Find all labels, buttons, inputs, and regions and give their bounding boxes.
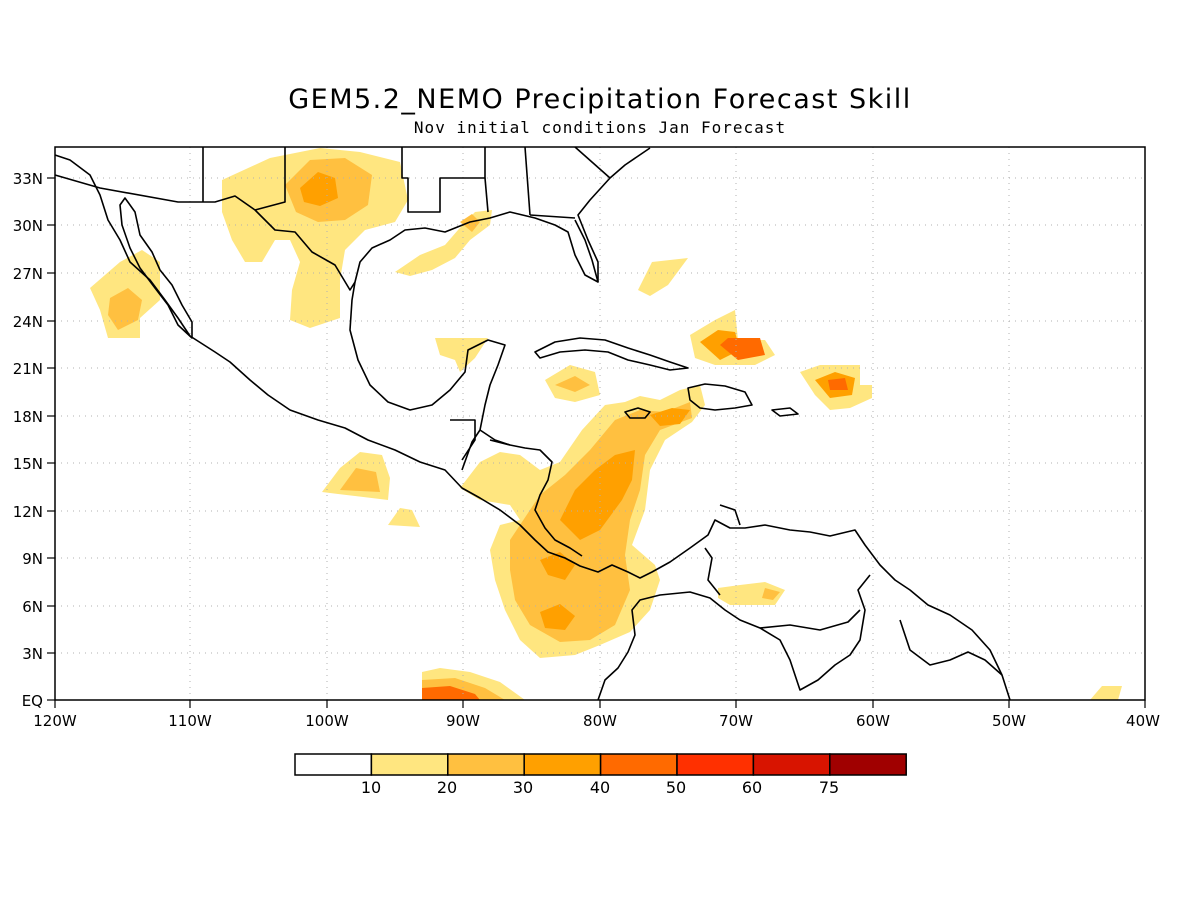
legend-label: 60 [742,778,762,797]
coastlines [54,146,1011,701]
y-tick-label: EQ [22,692,43,710]
y-tick-label: 30N [13,217,43,235]
legend-label: 75 [819,778,839,797]
legend-color-box [294,753,373,776]
x-tick-label: 110W [168,712,212,730]
x-tick-label: 100W [305,712,349,730]
x-tick-label: 80W [583,712,617,730]
legend-color-box [447,753,525,776]
color-legend: 10 20 30 40 50 60 75 [294,753,907,797]
y-tick-label: 21N [13,360,43,378]
y-tick-label: 24N [13,313,43,331]
legend-color-box [829,753,907,776]
y-tick-label: 9N [22,550,43,568]
x-tick-label: 90W [446,712,480,730]
x-tick-label: 60W [856,712,890,730]
skill-contours [90,148,1122,700]
y-tick-label: 27N [13,265,43,283]
x-tick-label: 70W [719,712,753,730]
legend-label: 30 [513,778,533,797]
legend-color-box [370,753,449,776]
y-tick-label: 15N [13,455,43,473]
y-tick-label: 12N [13,503,43,521]
x-tick-label: 50W [992,712,1026,730]
legend-label: 50 [666,778,686,797]
legend-label: 10 [361,778,381,797]
axis-ticks [47,177,1146,708]
y-tick-label: 33N [13,170,43,188]
map-title: GEM5.2_NEMO Precipitation Forecast Skill [288,84,912,115]
y-tick-label: 18N [13,408,43,426]
map-subtitle: Nov initial conditions Jan Forecast [413,118,787,137]
legend-label: 40 [590,778,610,797]
x-tick-label: 40W [1126,712,1160,730]
y-tick-label: 6N [22,598,43,616]
y-tick-label: 3N [22,645,43,663]
legend-color-box [599,753,678,776]
legend-color-box [523,753,602,776]
legend-color-box [752,753,831,776]
x-tick-label: 120W [33,712,77,730]
legend-label: 20 [437,778,457,797]
legend-color-box [676,753,755,776]
